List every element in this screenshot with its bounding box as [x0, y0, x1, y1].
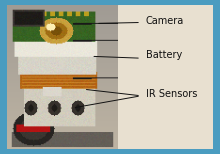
- Text: IR Sensors: IR Sensors: [146, 89, 197, 99]
- Text: Battery: Battery: [146, 50, 182, 60]
- Text: Camera: Camera: [146, 16, 184, 26]
- Bar: [117, 5, 213, 149]
